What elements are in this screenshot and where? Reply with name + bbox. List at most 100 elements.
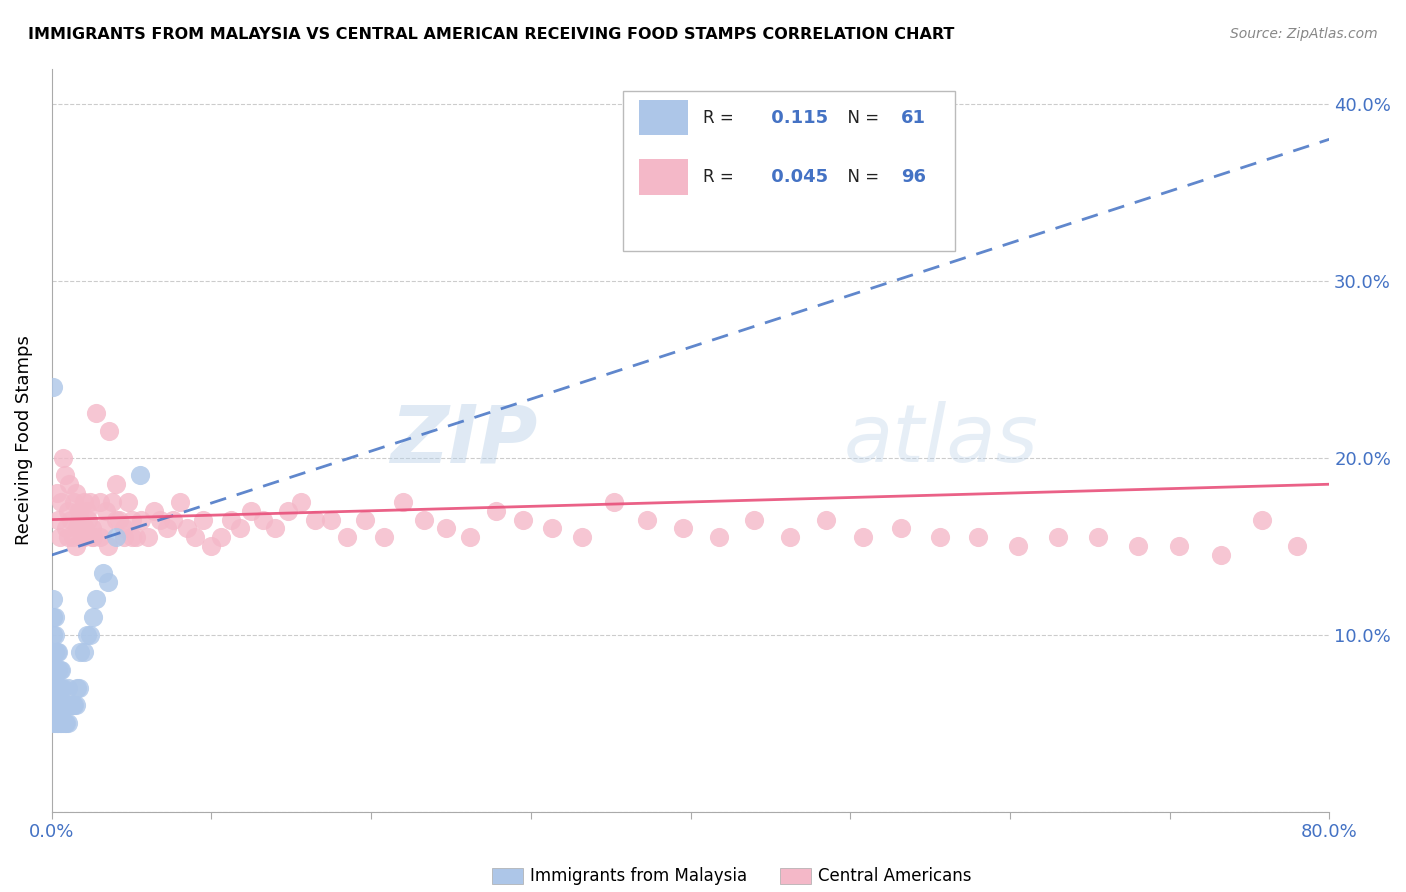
- Point: [91, 566, 114, 580]
- Point: [744, 513, 766, 527]
- Point: [62, 698, 84, 713]
- Y-axis label: Receiving Food Stamps: Receiving Food Stamps: [15, 335, 32, 545]
- Point: [77, 513, 100, 527]
- Point: [91, 521, 114, 535]
- Point: [636, 513, 658, 527]
- Point: [184, 530, 207, 544]
- Point: [852, 530, 875, 544]
- Point: [928, 530, 950, 544]
- Point: [58, 698, 80, 713]
- Point: [42, 645, 65, 659]
- Point: [52, 716, 75, 731]
- Point: [967, 530, 990, 544]
- Point: [485, 504, 508, 518]
- Point: [51, 698, 73, 713]
- Point: [45, 681, 67, 695]
- Point: [46, 698, 69, 713]
- Point: [890, 521, 912, 535]
- Point: [112, 530, 135, 544]
- Point: [44, 698, 66, 713]
- Point: [79, 627, 101, 641]
- Point: [321, 513, 343, 527]
- Point: [353, 513, 375, 527]
- Point: [121, 513, 143, 527]
- Point: [55, 716, 77, 731]
- Point: [229, 521, 252, 535]
- Point: [98, 424, 121, 438]
- Point: [1007, 539, 1029, 553]
- Point: [240, 504, 263, 518]
- Point: [42, 716, 65, 731]
- Point: [1126, 539, 1149, 553]
- Point: [51, 663, 73, 677]
- Point: [392, 495, 415, 509]
- Point: [48, 663, 70, 677]
- Point: [48, 681, 70, 695]
- Point: [779, 530, 801, 544]
- Point: [169, 495, 191, 509]
- Point: [58, 477, 80, 491]
- Point: [56, 698, 79, 713]
- Point: [80, 521, 103, 535]
- Point: [53, 698, 76, 713]
- Point: [55, 521, 77, 535]
- Point: [129, 513, 152, 527]
- Point: [117, 495, 139, 509]
- Point: [1251, 513, 1274, 527]
- Point: [44, 610, 66, 624]
- Point: [76, 504, 98, 518]
- Point: [45, 698, 67, 713]
- Text: R =: R =: [703, 168, 740, 186]
- Point: [46, 513, 69, 527]
- Point: [56, 504, 79, 518]
- Point: [128, 468, 150, 483]
- Text: atlas: atlas: [844, 401, 1039, 479]
- Point: [46, 716, 69, 731]
- Point: [86, 407, 108, 421]
- Point: [434, 521, 457, 535]
- Point: [104, 477, 127, 491]
- Point: [51, 681, 73, 695]
- Point: [209, 530, 232, 544]
- Point: [82, 530, 104, 544]
- Point: [69, 513, 91, 527]
- Point: [373, 530, 395, 544]
- Point: [412, 513, 434, 527]
- Point: [75, 521, 97, 535]
- Point: [44, 681, 66, 695]
- Text: 61: 61: [901, 109, 927, 127]
- Point: [52, 698, 75, 713]
- Point: [264, 521, 287, 535]
- Point: [56, 681, 79, 695]
- Point: [42, 681, 65, 695]
- Point: [48, 530, 70, 544]
- Point: [45, 645, 67, 659]
- Point: [42, 380, 65, 394]
- Point: [104, 513, 127, 527]
- Point: [97, 574, 120, 589]
- Point: [80, 530, 103, 544]
- Point: [290, 495, 312, 509]
- Point: [66, 681, 89, 695]
- Point: [89, 530, 111, 544]
- Point: [51, 716, 73, 731]
- Point: [65, 698, 87, 713]
- Point: [52, 681, 75, 695]
- Point: [56, 716, 79, 731]
- Point: [70, 530, 93, 544]
- Point: [89, 495, 111, 509]
- Point: [277, 504, 299, 518]
- Point: [53, 716, 76, 731]
- Text: IMMIGRANTS FROM MALAYSIA VS CENTRAL AMERICAN RECEIVING FOOD STAMPS CORRELATION C: IMMIGRANTS FROM MALAYSIA VS CENTRAL AMER…: [28, 27, 955, 42]
- Point: [571, 530, 593, 544]
- Point: [48, 698, 70, 713]
- Point: [603, 495, 626, 509]
- Point: [1286, 539, 1309, 553]
- Text: N =: N =: [838, 109, 884, 127]
- Text: Immigrants from Malaysia: Immigrants from Malaysia: [530, 867, 747, 885]
- Point: [42, 592, 65, 607]
- Point: [101, 495, 124, 509]
- Point: [336, 530, 359, 544]
- Text: Central Americans: Central Americans: [818, 867, 972, 885]
- Point: [304, 513, 326, 527]
